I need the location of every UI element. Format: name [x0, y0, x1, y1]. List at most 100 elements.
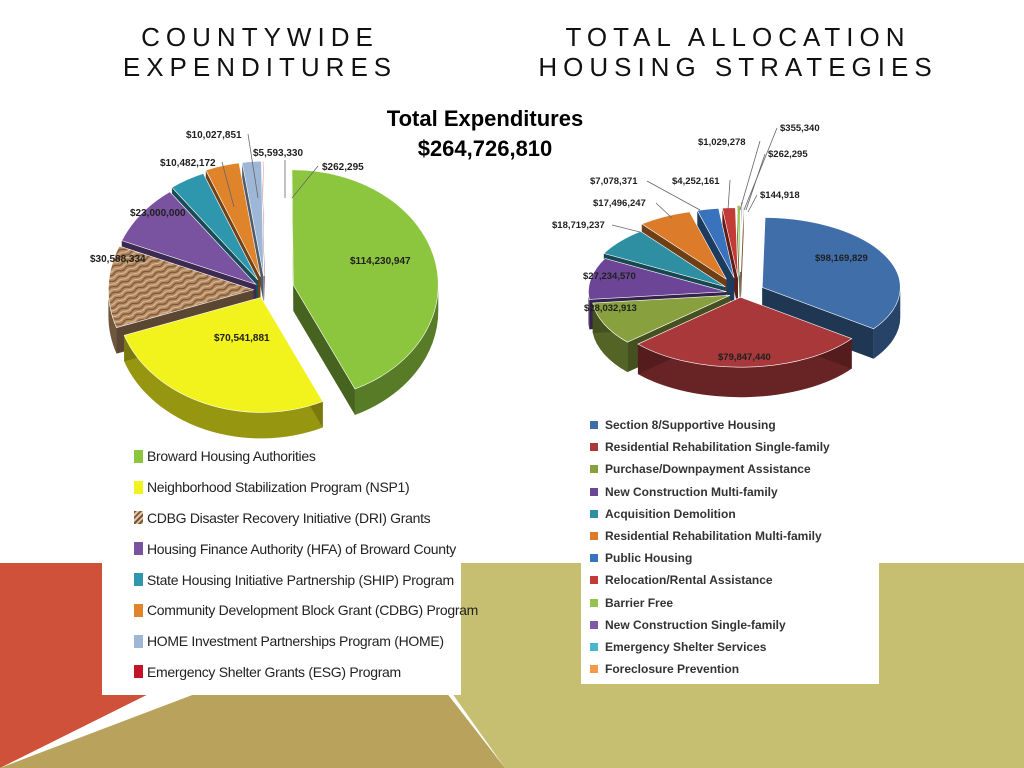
right-legend-item-foreclosure-prevention: Foreclosure Prevention [590, 658, 830, 680]
left-legend-item-home-investment-partnerships-program-home: HOME Investment Partnerships Program (HO… [134, 626, 478, 657]
legend-label: Housing Finance Authority (HFA) of Browa… [147, 540, 457, 557]
value-label-community-development-block-grant-cdbg-program: $10,027,851 [186, 130, 242, 141]
leader-line-foreclosure-prevention [747, 194, 758, 213]
left-legend-item-housing-finance-authority-hfa-of-broward-county: Housing Finance Authority (HFA) of Browa… [134, 533, 478, 564]
legend-label: New Construction Multi-family [605, 484, 778, 499]
legend-swatch [590, 532, 598, 541]
right-legend: Section 8/Supportive Housing Residential … [590, 414, 830, 680]
legend-label: Barrier Free [605, 595, 674, 610]
left-legend-item-broward-housing-authorities: Broward Housing Authorities [134, 441, 478, 472]
legend-swatch [590, 509, 598, 518]
legend-swatch [590, 465, 598, 474]
right-legend-item-emergency-shelter-services: Emergency Shelter Services [590, 636, 830, 658]
total-value: $264,726,810 [417, 136, 553, 161]
value-label-barrier-free: $1,029,278 [698, 137, 746, 148]
title-left-line2: EXPENDITURES [122, 52, 398, 82]
slice-side-purchase-downpayment-assistance [592, 303, 628, 373]
right-legend-item-relocation-rental-assistance: Relocation/Rental Assistance [590, 569, 830, 591]
legend-swatch [590, 665, 598, 674]
value-label-public-housing: $7,078,371 [590, 176, 638, 187]
legend-swatch [590, 576, 598, 585]
legend-swatch [590, 421, 598, 430]
slice-relocation-rental-assistance [721, 207, 739, 278]
total-label: Total Expenditures [386, 106, 584, 131]
left-legend-item-neighborhood-stabilization-program-nsp1: Neighborhood Stabilization Program (NSP1… [134, 472, 478, 503]
slice-section-8-supportive-housing [761, 217, 901, 330]
slice-side-cdbg-disaster-recovery-initiative-dri-grants [108, 289, 117, 354]
pie-left-tops [108, 160, 439, 413]
slice-wall-broward-housing-authorities-1 [293, 284, 355, 415]
legend-label: New Construction Single-family [605, 617, 786, 632]
slice-side-new-construction-multi-family [588, 291, 590, 330]
leader-line-public-housing [646, 180, 701, 211]
legend-swatch [134, 511, 143, 525]
legend-swatch [590, 554, 598, 563]
leader-line-relocation-rental-assistance [727, 179, 731, 211]
legend-label: Acquisition Demolition [605, 506, 736, 521]
right-legend-item-residential-rehabilitation-single-family: Residential Rehabilitation Single-family [590, 436, 830, 458]
legend-swatch [134, 665, 143, 679]
slice-state-housing-initiative-partnership-ship-program [171, 173, 259, 281]
slice-side-neighborhood-stabilization-program-nsp1 [124, 335, 323, 439]
legend-label: Section 8/Supportive Housing [605, 418, 776, 433]
value-label-new-construction-multi-family: $27,234,570 [583, 271, 636, 282]
pie-left-value-labels: $114,230,947 $70,541,881 $30,588,334 $23,00… [90, 130, 411, 344]
legend-label: Emergency Shelter Services [605, 639, 767, 654]
title-right-line1: TOTAL ALLOCATION [565, 22, 911, 52]
legend-label: Relocation/Rental Assistance [605, 573, 773, 588]
value-label-new-construction-single-family: $355,340 [780, 123, 820, 134]
value-label-relocation-rental-assistance: $4,252,161 [672, 176, 720, 187]
title-right-line2: HOUSING STRATEGIES [538, 52, 938, 82]
slice-side-broward-housing-authorities [354, 284, 439, 415]
leader-line-community-development-block-grant-cdbg-program [247, 133, 259, 199]
value-label-section-8-supportive-housing: $98,169,829 [815, 253, 868, 264]
left-legend-item-emergency-shelter-grants-esg-program: Emergency Shelter Grants (ESG) Program [134, 657, 478, 688]
value-label-state-housing-initiative-partnership-ship-program: $10,482,172 [160, 158, 216, 169]
total-expenditures-label: Total Expenditures $264,726,810 [360, 104, 610, 164]
legend-label: HOME Investment Partnerships Program (HO… [147, 633, 444, 650]
left-pie-chart: $114,230,947 $70,541,881 $30,588,334 $23,00… [90, 130, 439, 439]
slice-neighborhood-stabilization-program-nsp1 [123, 297, 324, 413]
value-label-residential-rehabilitation-single-family: $79,847,440 [718, 352, 771, 363]
legend-swatch [590, 642, 598, 651]
title-total-allocation: TOTAL ALLOCATION HOUSING STRATEGIES [518, 22, 958, 82]
legend-label: State Housing Initiative Partnership (SH… [147, 571, 454, 588]
legend-swatch [134, 603, 143, 617]
title-countywide-expenditures: COUNTYWIDE EXPENDITURES [60, 22, 460, 82]
value-label-neighborhood-stabilization-program-nsp1: $70,541,881 [214, 333, 270, 344]
slice-side-section-8-supportive-housing [873, 287, 901, 359]
right-pie-chart: $98,169,829 $79,847,440 $28,032,913 $27,234… [552, 123, 901, 398]
value-label-broward-housing-authorities: $114,230,947 [350, 256, 411, 267]
legend-swatch [134, 480, 143, 494]
slice-community-development-block-grant-cdbg-program [205, 162, 261, 277]
slice-cdbg-disaster-recovery-initiative-dri-grants [108, 245, 255, 329]
legend-label: Community Development Block Grant (CDBG)… [147, 602, 479, 619]
right-legend-item-residential-rehabilitation-multi-family: Residential Rehabilitation Multi-family [590, 525, 830, 547]
leader-line-state-housing-initiative-partnership-ship-program [221, 161, 235, 208]
slice-new-construction-multi-family [588, 258, 727, 300]
right-legend-item-new-construction-single-family: New Construction Single-family [590, 614, 830, 636]
slice-foreclosure-prevention [740, 201, 744, 273]
value-label-emergency-shelter-services: $262,295 [768, 149, 808, 160]
legend-swatch [590, 487, 598, 496]
leader-line-residential-rehabilitation-multi-family [655, 202, 673, 219]
slice-barrier-free [736, 205, 741, 276]
legend-label: Foreclosure Prevention [605, 662, 740, 677]
value-label-foreclosure-prevention: $144,918 [760, 190, 800, 201]
pie-right-value-labels: $98,169,829 $79,847,440 $28,032,913 $27,234… [552, 123, 868, 363]
slice-purchase-downpayment-assistance [592, 294, 731, 343]
legend-swatch [590, 598, 598, 607]
right-legend-item-acquisition-demolition: Acquisition Demolition [590, 503, 830, 525]
right-legend-item-purchase-downpayment-assistance: Purchase/Downpayment Assistance [590, 458, 830, 480]
legend-label: CDBG Disaster Recovery Initiative (DRI) … [147, 509, 431, 526]
leader-line-emergency-shelter-grants-esg-program [291, 165, 319, 199]
slice-emergency-shelter-grants-esg-program [262, 160, 266, 277]
legend-swatch [134, 542, 143, 556]
leader-line-emergency-shelter-services [745, 153, 766, 211]
value-label-home-investment-partnerships-program-home: $5,593,330 [253, 148, 303, 159]
leader-line-new-construction-single-family [743, 127, 778, 211]
legend-swatch [134, 449, 143, 463]
right-legend-item-barrier-free: Barrier Free [590, 592, 830, 614]
left-legend: Broward Housing Authorities Neighborhood … [134, 441, 478, 687]
